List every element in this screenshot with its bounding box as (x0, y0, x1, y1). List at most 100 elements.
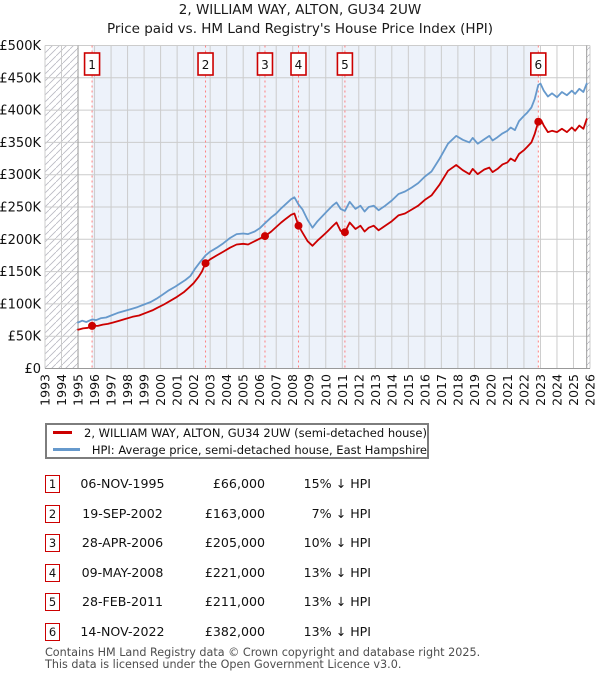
sale-price: £211,000 (204, 594, 265, 609)
sale-point-4 (294, 221, 303, 230)
sale-row-3: 3 28-APR-2006 £205,000 10% ↓ HPI (45, 533, 380, 553)
sale-marker-box-4 (290, 52, 307, 76)
x-tick-label: 2017 (434, 374, 449, 406)
sale-marker-number: 6 (534, 58, 542, 72)
sale-number-badge: 1 (45, 475, 60, 493)
y-tick-label: £400K (0, 104, 41, 119)
sale-date: 19-SEP-2002 (82, 505, 163, 521)
sale-row-2: 2 19-SEP-2002 £163,000 7% ↓ HPI (45, 504, 380, 524)
sale-marker-box-5 (336, 52, 354, 76)
y-tick-label: £250K (0, 201, 41, 216)
x-tick-label: 2021 (500, 374, 515, 406)
sale-price: £163,000 (204, 505, 265, 521)
sale-number-badge: 4 (45, 563, 60, 582)
sale-vs-hpi: 13% ↓ HPI (303, 623, 371, 639)
license-note: Contains HM Land Registry data © Crown c… (45, 647, 480, 670)
y-tick-label: £150K (0, 265, 41, 280)
y-tick-label: £200K (0, 233, 41, 248)
sale-price: £205,000 (204, 535, 265, 550)
x-tick-label: 1993 (38, 374, 53, 406)
sale-date: 28-APR-2006 (81, 535, 164, 550)
y-tick-label: £50K (8, 330, 42, 345)
x-tick-label: 2019 (467, 374, 482, 406)
sale-date: 06-NOV-1995 (80, 476, 165, 491)
sale-point-1 (88, 321, 97, 330)
y-tick-label: £0 (24, 362, 41, 377)
price-paid-line (77, 118, 588, 331)
sale-point-2 (201, 259, 210, 268)
sale-marker-number: 1 (88, 58, 96, 72)
sale-price: £221,000 (204, 564, 265, 580)
x-tick-label: 2005 (236, 374, 251, 406)
legend-item-price-paid: 2, WILLIAM WAY, ALTON, GU34 2UW (semi-de… (53, 426, 427, 440)
legend-label-price-paid: 2, WILLIAM WAY, ALTON, GU34 2UW (semi-de… (84, 425, 427, 440)
x-tick-label: 2004 (219, 374, 234, 406)
sale-marker-number: 5 (341, 58, 349, 72)
sale-vs-hpi: 13% ↓ HPI (303, 564, 371, 580)
y-tick-label: £100K (0, 297, 41, 312)
x-tick-label: 2016 (417, 374, 432, 406)
sale-date: 28-FEB-2011 (81, 594, 163, 609)
x-tick-label: 2014 (384, 374, 399, 406)
x-tick-label: 2026 (583, 374, 598, 406)
sale-marker-number: 4 (295, 58, 303, 72)
x-tick-label: 2000 (153, 374, 168, 406)
x-tick-label: 2010 (318, 374, 333, 406)
legend-item-hpi: HPI: Average price, semi-detached house,… (53, 443, 427, 457)
x-tick-label: 2006 (252, 374, 267, 406)
x-tick-label: 2015 (401, 374, 416, 406)
license-line-2: This data is licensed under the Open Gov… (45, 657, 402, 671)
x-tick-label: 1995 (71, 374, 86, 406)
x-tick-label: 2025 (566, 374, 581, 406)
hpi-line-sample (53, 448, 80, 451)
sale-date: 09-MAY-2008 (81, 564, 164, 580)
sale-marker-box-3 (256, 52, 274, 76)
sale-row-4: 4 09-MAY-2008 £221,000 13% ↓ HPI (45, 563, 380, 583)
sale-row-5: 5 28-FEB-2011 £211,000 13% ↓ HPI (45, 592, 380, 612)
y-tick-label: £500K (0, 39, 41, 54)
sale-vs-hpi: 7% ↓ HPI (311, 505, 371, 521)
x-tick-label: 2024 (549, 374, 564, 406)
x-tick-label: 2022 (516, 374, 531, 406)
x-tick-label: 2011 (335, 374, 350, 406)
sale-number-badge: 6 (45, 622, 60, 641)
sale-vs-hpi: 10% ↓ HPI (303, 535, 371, 550)
x-tick-label: 2002 (186, 374, 201, 406)
x-tick-label: 2001 (170, 374, 185, 406)
x-tick-label: 2009 (302, 374, 317, 406)
sale-marker-number: 2 (202, 58, 210, 72)
x-tick-label: 2018 (450, 374, 465, 406)
page-title: 2, WILLIAM WAY, ALTON, GU34 2UW (178, 2, 422, 18)
x-tick-label: 1998 (120, 374, 135, 406)
x-tick-label: 2012 (351, 374, 366, 406)
sale-marker-box-1 (83, 52, 101, 76)
price-paid-line-sample (53, 431, 72, 434)
sale-number-badge: 2 (45, 504, 60, 523)
sale-number-badge: 5 (45, 593, 60, 611)
x-tick-label: 2008 (285, 374, 300, 406)
sale-vs-hpi: 15% ↓ HPI (303, 476, 371, 491)
x-tick-label: 1996 (87, 374, 102, 406)
x-tick-label: 1994 (54, 374, 69, 406)
price-history-chart: 1 2 3 4 5 6 £0 £50K £100K £150K £200K £250K £300K £35… (0, 39, 598, 406)
x-tick-label: 2003 (203, 374, 218, 406)
y-tick-label: £450K (0, 71, 41, 86)
sale-marker-box-6 (530, 52, 547, 76)
sale-date: 14-NOV-2022 (80, 623, 165, 639)
x-tick-label: 2007 (269, 374, 284, 406)
sale-point-6 (534, 117, 543, 126)
x-tick-label: 2020 (483, 374, 498, 406)
sale-vs-hpi: 13% ↓ HPI (303, 594, 371, 609)
sale-row-1: 1 06-NOV-1995 £66,000 15% ↓ HPI (45, 474, 380, 494)
legend-label-hpi: HPI: Average price, semi-detached house,… (91, 442, 427, 457)
chart-legend: 2, WILLIAM WAY, ALTON, GU34 2UW (semi-de… (45, 423, 429, 459)
x-tick-label: 2013 (368, 374, 383, 406)
sale-marker-number: 3 (261, 58, 269, 72)
sale-price: £382,000 (204, 623, 265, 639)
x-tick-label: 1997 (104, 374, 119, 406)
sale-number-badge: 3 (45, 534, 60, 552)
hpi-line (77, 82, 588, 324)
y-tick-label: £300K (0, 168, 41, 183)
sale-price: £66,000 (212, 476, 265, 491)
